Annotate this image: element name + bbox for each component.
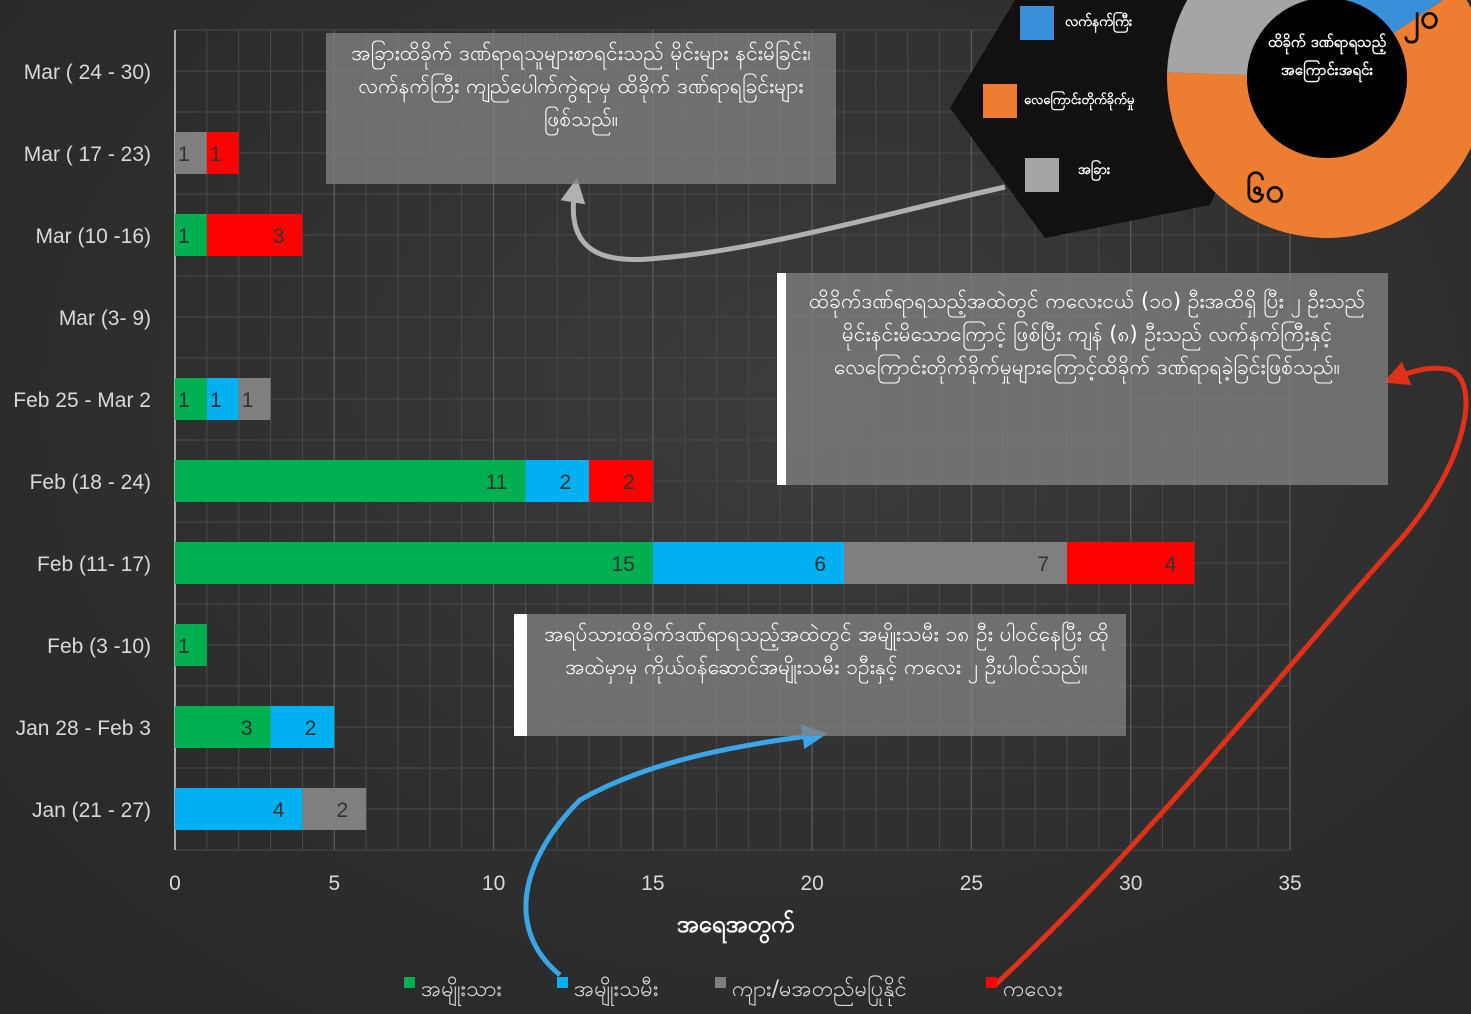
bar-male (175, 706, 271, 748)
bar-male (175, 460, 526, 502)
y-tick-label: Mar ( 24 - 30) (24, 61, 151, 84)
y-tick-label: Mar (3- 9) (59, 307, 151, 330)
bar-child (206, 214, 303, 256)
arrow-red (993, 361, 1469, 987)
inset-legend-panel (950, 0, 1230, 238)
data-label-female: 2 (305, 717, 317, 740)
legend-label-unknown: ကျား/မအတည်မပြုနိုင် (732, 977, 907, 1002)
donut-slice-1 (1167, 0, 1471, 238)
data-label-male: 1 (178, 635, 190, 658)
x-tick-label: 5 (328, 872, 340, 895)
bar-female (175, 788, 303, 830)
y-tick-label: Feb (18 - 24) (30, 471, 151, 494)
bar-female (652, 542, 844, 584)
inset-legend-label-orange: လေကြောင်းတိုက်ခိုက်မှု (1024, 93, 1135, 108)
legend: အမျိုးသား အမျိုးသမီး ကျား/မအတည်မပြုနိုင်… (0, 968, 1471, 1008)
donut-hole (1247, 0, 1407, 158)
bar-child (206, 132, 239, 174)
arrow-blue (523, 724, 828, 977)
data-label-female: 2 (559, 471, 571, 494)
annotation-arrows (523, 177, 1469, 987)
data-label-male: 1 (178, 225, 190, 248)
bar-series: 1 11 31 1 111 2 215 6 7 413 24 2 (175, 132, 1195, 830)
donut-label-blue: ၂၀ (1403, 0, 1439, 37)
y-tick-label: Feb (11- 17) (37, 553, 151, 576)
inset-legend-label-blue: လက်နက်ကြီး (1065, 14, 1133, 30)
y-tick-label: Jan 28 - Feb 3 (16, 717, 151, 740)
y-tick-label: Feb 25 - Mar 2 (13, 389, 151, 412)
bar-unknown (302, 788, 367, 830)
bar-female (206, 378, 239, 420)
data-label-male: 3 (241, 717, 253, 740)
donut-slice-2 (1167, 0, 1306, 76)
cause-inset (950, 0, 1471, 238)
donut-title: ထိခိုက် ဒဏ်ရာရသည့် အကြောင်းအရင်း (1267, 33, 1387, 79)
legend-item-female: အမျိုးသမီး (557, 974, 658, 1007)
data-label-female: 6 (814, 553, 826, 576)
donut-slice-0 (1304, 0, 1443, 34)
data-label-male: 15 (611, 553, 634, 576)
bar-male (175, 378, 207, 420)
bar-child (589, 460, 653, 502)
legend-label-child: ကလေး (1003, 977, 1063, 1002)
y-tick-label: Mar (10 -16) (35, 225, 151, 248)
data-label-female: 1 (210, 389, 222, 412)
legend-swatch-female (557, 976, 568, 988)
legend-item-child: ကလေး (986, 974, 1063, 1007)
note-right-accent (777, 273, 786, 485)
bar-male (175, 214, 207, 256)
data-label-child: 1 (210, 143, 222, 166)
data-label-child: 3 (273, 225, 285, 248)
y-tick-label: Mar ( 17 - 23) (24, 143, 151, 166)
bar-male (175, 542, 653, 584)
bar-unknown (844, 542, 1067, 584)
x-tick-label: 25 (960, 872, 983, 895)
x-tick-label: 0 (169, 872, 181, 895)
x-tick-label: 30 (1119, 872, 1142, 895)
bar-female (525, 460, 590, 502)
data-label-unknown: 7 (1037, 553, 1049, 576)
y-tick-label: Jan (21 - 27) (32, 799, 151, 822)
bar-unknown (175, 132, 207, 174)
inset-legend-swatch-0 (1020, 6, 1054, 40)
inset-legend-swatch-2 (1025, 158, 1059, 192)
inset-legend-label-gray: အခြား (1078, 162, 1111, 178)
legend-label-male: အမျိုးသား (421, 977, 502, 1002)
legend-label-female: အမျိုးသမီး (574, 977, 659, 1002)
data-label-female: 4 (273, 799, 285, 822)
donut-label-orange: ၆၀ (1246, 171, 1285, 211)
inset-legend-swatch-1 (983, 84, 1017, 118)
x-tick-label: 20 (800, 872, 823, 895)
x-tick-label: 10 (482, 872, 505, 895)
legend-swatch-unknown (715, 976, 726, 988)
note-middle-accent (514, 614, 527, 736)
y-tick-label: Feb (3 -10) (47, 635, 151, 658)
data-label-unknown: 1 (178, 143, 190, 166)
bar-unknown (238, 378, 271, 420)
note-top: အခြားထိခိုက် ဒဏ်ရာရသူများစာရင်းသည် မိုင်… (326, 33, 836, 184)
bar-male (175, 624, 207, 666)
data-label-male: 11 (486, 471, 508, 494)
legend-item-unknown: ကျား/မအတည်မပြုနိုင် (715, 974, 907, 1007)
note-right: ထိခိုက်ဒဏ်ရာရသည့်အထဲတွင် ကလေးငယ် (၁၀) ဦး… (786, 273, 1388, 485)
legend-swatch-child (986, 976, 997, 988)
legend-item-male: အမျိုးသား (404, 974, 502, 1007)
data-label-unknown: 1 (242, 389, 254, 412)
legend-swatch-male (404, 976, 415, 988)
tick-labels: 0 5 10 15 20 25 30 35 Mar ( 24 - 30) Mar ( 17 - 2… (13, 61, 1301, 895)
bar-child (1067, 542, 1195, 584)
bar-female (270, 706, 335, 748)
note-middle: အရပ်သားထိခိုက်ဒဏ်ရာရသည့်အထဲတွင် အမျိုးသမ… (527, 614, 1126, 736)
x-axis-title: အရေအတွက် (676, 910, 795, 938)
data-label-unknown: 2 (336, 799, 348, 822)
arrow-gray (560, 177, 1006, 263)
data-label-male: 1 (178, 389, 190, 412)
data-label-child: 2 (623, 471, 635, 494)
x-tick-label: 15 (641, 872, 664, 895)
data-label-child: 4 (1165, 553, 1177, 576)
x-tick-label: 35 (1278, 872, 1301, 895)
